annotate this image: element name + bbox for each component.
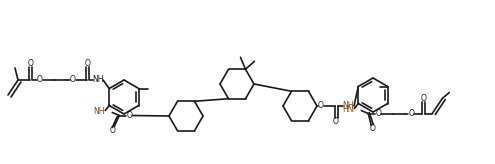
Text: O: O <box>375 109 381 118</box>
Text: O: O <box>369 124 375 133</box>
Text: NH: NH <box>342 102 354 111</box>
Text: O: O <box>37 75 43 84</box>
Text: O: O <box>333 116 339 125</box>
Text: O: O <box>126 111 132 120</box>
Text: O: O <box>109 126 115 135</box>
Text: O: O <box>318 102 324 111</box>
Text: HN: HN <box>343 105 354 114</box>
Text: O: O <box>408 109 414 118</box>
Text: O: O <box>420 94 426 103</box>
Text: O: O <box>85 59 91 68</box>
Text: O: O <box>28 59 34 68</box>
Text: O: O <box>70 75 76 84</box>
Text: NH: NH <box>92 74 104 83</box>
Text: NH: NH <box>94 107 105 116</box>
